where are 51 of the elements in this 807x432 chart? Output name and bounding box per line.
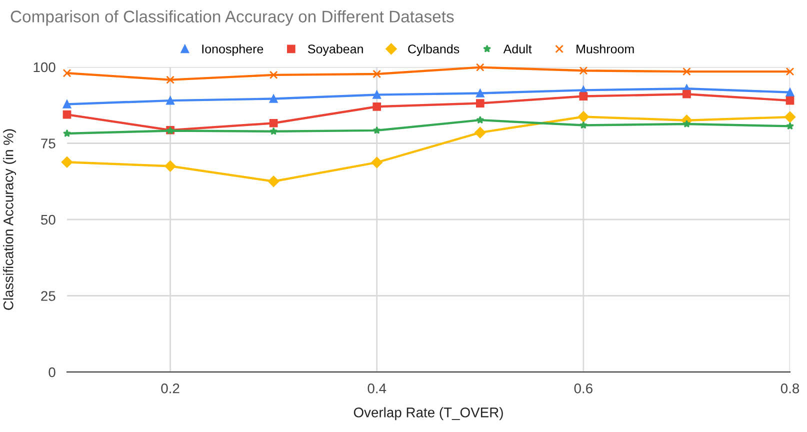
point <box>786 67 794 76</box>
point <box>682 67 691 76</box>
y-tick-label: 100 <box>34 62 56 72</box>
point <box>786 88 794 96</box>
point <box>476 89 484 98</box>
point <box>63 129 71 137</box>
point <box>269 118 278 128</box>
legend-label: Soyabean <box>308 44 363 56</box>
chart-title: Comparison of Classification Accuracy on Different Datasets <box>10 10 454 26</box>
point <box>372 90 382 99</box>
y-tick-label: 25 <box>41 291 56 301</box>
point <box>62 68 72 78</box>
point <box>476 116 484 124</box>
point <box>268 176 280 187</box>
y-tick-label: 0 <box>48 367 56 378</box>
point <box>474 126 486 138</box>
point <box>579 121 588 129</box>
y-tick-label: 50 <box>40 214 56 225</box>
x-tick-label: 0.2 <box>161 383 180 394</box>
point <box>372 70 382 78</box>
legend-label: Adult <box>503 44 532 54</box>
point <box>269 94 278 103</box>
point <box>578 111 590 122</box>
legend-label: Mushroom <box>576 44 634 54</box>
y-axis-title: Classification Accuracy (in %) <box>3 129 16 310</box>
point <box>62 100 72 108</box>
x-tick-label: 0.8 <box>780 383 800 394</box>
point <box>786 96 794 105</box>
point <box>166 96 174 105</box>
legend-label: Ionosphere <box>202 44 264 56</box>
point <box>579 92 588 100</box>
y-tick-label: 75 <box>41 138 56 148</box>
point <box>269 70 278 80</box>
point <box>784 111 796 123</box>
point <box>682 90 691 98</box>
point <box>786 122 794 130</box>
point <box>270 127 278 135</box>
legend-label: Cylbands <box>408 44 460 56</box>
point <box>476 63 484 72</box>
point <box>62 110 72 119</box>
x-axis-title: Overlap Rate (T_OVER) <box>354 407 503 420</box>
point <box>371 156 382 168</box>
point <box>61 156 73 168</box>
x-tick-label: 0.4 <box>368 383 386 394</box>
point <box>579 66 588 75</box>
point <box>164 160 176 172</box>
point <box>372 102 382 111</box>
point <box>476 99 484 108</box>
point <box>372 126 381 134</box>
point <box>166 76 174 84</box>
x-tick-label: 0.6 <box>574 383 592 394</box>
